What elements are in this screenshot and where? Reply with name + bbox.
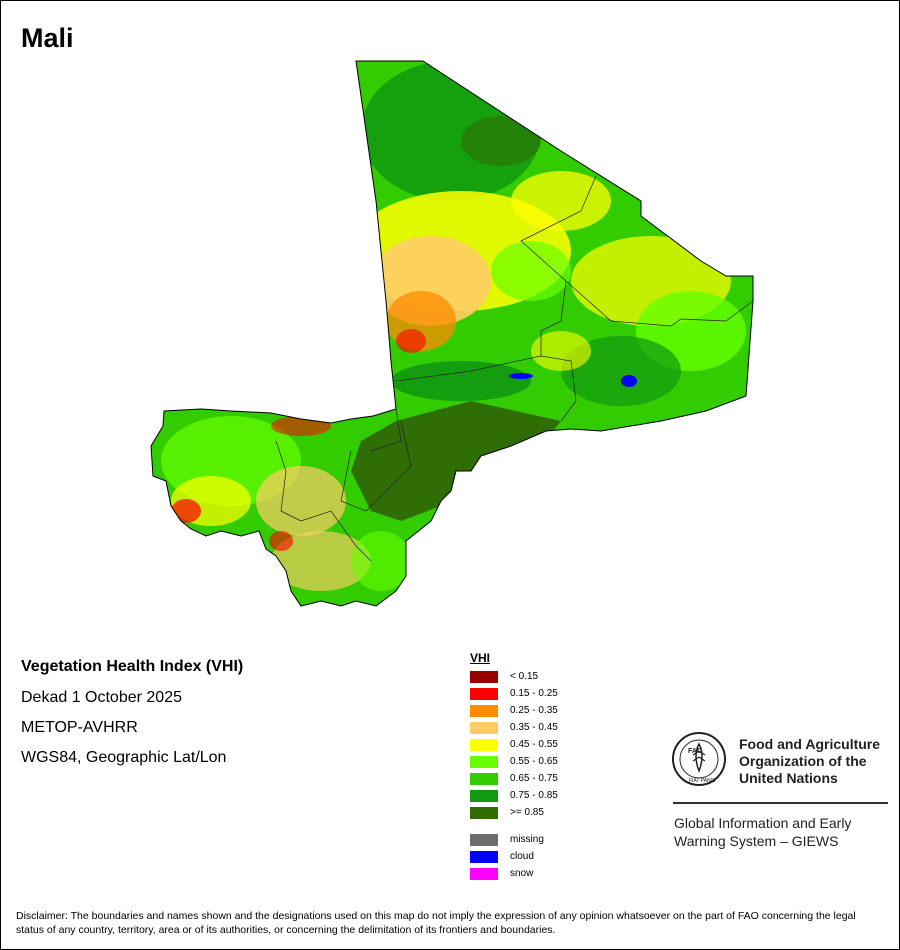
period-label: Dekad 1 October 2025 (21, 689, 182, 706)
legend-classes: < 0.15 0.15 - 0.25 0.25 - 0.35 0.35 - 0.45 0… (470, 669, 558, 822)
legend-swatch (470, 790, 498, 802)
vhi-legend: VHI < 0.15 0.15 - 0.25 0.25 - 0.35 0.35 - 0… (470, 651, 558, 883)
legend-swatch (470, 688, 498, 700)
legend-swatch (470, 756, 498, 768)
legend-swatch (470, 722, 498, 734)
sensor-label: METOP-AVHRR (21, 719, 138, 736)
legend-item: 0.55 - 0.65 (470, 754, 558, 771)
legend-item: snow (470, 866, 533, 883)
divider (673, 802, 888, 804)
legend-swatch (470, 807, 498, 819)
disclaimer: Disclaimer: The boundaries and names sho… (16, 910, 856, 936)
giews-name: Global Information and Early Warning Sys… (674, 815, 852, 849)
projection-label: WGS84, Geographic Lat/Lon (21, 749, 227, 766)
legend-item: < 0.15 (470, 669, 538, 686)
legend-item: 0.25 - 0.35 (470, 703, 558, 720)
legend-label: < 0.15 (510, 671, 539, 682)
legend-swatch (470, 705, 498, 717)
legend-label: 0.55 - 0.65 (510, 756, 558, 767)
legend-label: 0.45 - 0.55 (510, 739, 558, 750)
country-boundary (150, 60, 754, 607)
legend-label: 0.25 - 0.35 (510, 705, 558, 716)
fao-logo-motto: FIAT PANIS (689, 778, 716, 784)
legend-item: >= 0.85 (470, 805, 544, 822)
map-title: Mali (21, 23, 74, 53)
legend-item: 0.75 - 0.85 (470, 788, 558, 805)
legend-label: 0.15 - 0.25 (510, 688, 558, 699)
legend-item: missing (470, 832, 544, 849)
legend-swatch (470, 739, 498, 751)
legend-label: >= 0.85 (510, 807, 544, 818)
legend-label: 0.65 - 0.75 (510, 773, 558, 784)
legend-item: 0.15 - 0.25 (470, 686, 558, 703)
product-name: Vegetation Health Index (VHI) (21, 658, 244, 675)
legend-swatch (470, 868, 498, 880)
legend-label: snow (510, 868, 534, 879)
legend-label: missing (510, 834, 544, 845)
mali-vhi-map (150, 60, 754, 607)
legend-swatch (470, 834, 498, 846)
legend-special: missing cloud snow (470, 832, 544, 883)
fao-logo-text: FAO (688, 748, 703, 755)
legend-swatch (470, 773, 498, 785)
legend-title: VHI (470, 651, 491, 665)
legend-swatch (470, 671, 498, 683)
fao-name: Food and Agriculture Organization of the… (739, 736, 881, 786)
legend-label: 0.75 - 0.85 (510, 790, 558, 801)
legend-item: 0.35 - 0.45 (470, 720, 558, 737)
legend-swatch (470, 851, 498, 863)
fao-logo-icon: FAO FIAT PANIS (672, 732, 726, 786)
legend-item: 0.65 - 0.75 (470, 771, 558, 788)
legend-item: 0.45 - 0.55 (470, 737, 558, 754)
legend-label: cloud (510, 851, 534, 862)
legend-item: cloud (470, 849, 534, 866)
region-boundaries (275, 175, 754, 562)
legend-label: 0.35 - 0.45 (510, 722, 558, 733)
